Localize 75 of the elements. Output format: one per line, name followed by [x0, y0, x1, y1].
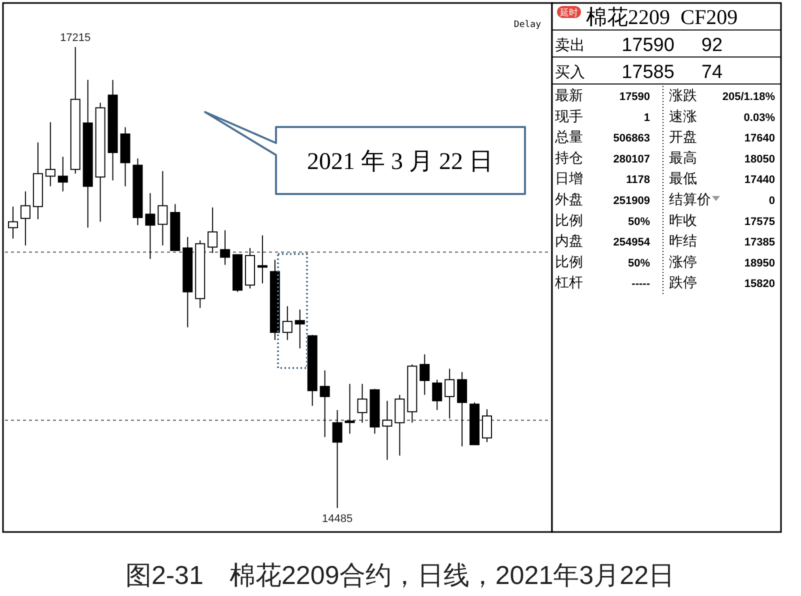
candlestick — [158, 170, 168, 246]
text: 买入 — [555, 64, 585, 81]
text: 205/1.18% — [722, 91, 776, 103]
text: 比例 — [555, 212, 583, 228]
candlestick — [332, 410, 342, 508]
text: 18050 — [744, 153, 775, 166]
text: 17590 — [619, 91, 650, 103]
candlestick — [382, 400, 392, 460]
candlestick — [20, 190, 30, 246]
text: 昨结 — [669, 232, 697, 249]
text: 17385 — [744, 236, 775, 249]
text: 涨跌 — [669, 87, 697, 103]
candlestick — [344, 383, 355, 434]
text: 74 — [701, 62, 723, 83]
text: 跌停 — [669, 274, 697, 290]
candlestick — [220, 230, 230, 266]
text: 结算价 — [669, 191, 711, 207]
text: 50% — [628, 216, 650, 228]
text: 现手 — [555, 108, 583, 124]
text: 254954 — [613, 236, 651, 249]
candlestick — [320, 370, 330, 438]
candlestick — [282, 306, 292, 340]
text: 0.03% — [744, 112, 776, 124]
text: 持仓 — [555, 149, 583, 166]
text: ----- — [632, 278, 650, 290]
candlestick — [420, 354, 430, 396]
candlestick — [45, 122, 56, 187]
candlestick — [8, 206, 18, 240]
text: 日增 — [555, 170, 583, 186]
text: 92 — [701, 35, 723, 56]
text: 17585 — [622, 62, 674, 83]
text: 280107 — [613, 153, 650, 166]
text: 总量 — [554, 128, 583, 145]
text: 17590 — [622, 35, 674, 56]
candlestick — [145, 192, 156, 260]
candlestick — [208, 206, 218, 254]
text: 0 — [768, 195, 775, 207]
text: Delay — [514, 20, 542, 30]
text: 速涨 — [669, 108, 697, 124]
annotation: 14485 — [322, 513, 353, 525]
candlestick — [482, 408, 492, 443]
candlestick — [294, 309, 305, 349]
text: 昨收 — [669, 212, 697, 228]
candlestick — [357, 383, 368, 424]
text: 506863 — [613, 132, 650, 145]
text: 18950 — [744, 257, 775, 270]
text: 图2-31 棉花2209合约，日线，2021年3月22日 — [125, 560, 675, 590]
candlestick — [432, 379, 442, 411]
text: 最高 — [669, 149, 697, 166]
text: 15820 — [744, 278, 775, 290]
text: 杠杆 — [554, 274, 583, 290]
candlestick — [394, 394, 405, 456]
text: 延时 — [559, 8, 578, 18]
candlestick — [257, 234, 268, 284]
candlestick — [457, 372, 468, 447]
text: 最低 — [669, 170, 697, 186]
text: 251909 — [613, 195, 650, 207]
text: 外盘 — [555, 191, 583, 207]
text: 内盘 — [555, 232, 583, 249]
candlestick — [58, 156, 68, 192]
text: 50% — [628, 257, 650, 270]
text: 开盘 — [669, 128, 697, 145]
text: 比例 — [555, 253, 583, 270]
annotation: 2021 年 3 月 22 日 — [307, 149, 493, 175]
text: 涨停 — [669, 253, 697, 270]
text: 17640 — [744, 132, 775, 145]
annotation: 17215 — [60, 32, 91, 44]
candlestick — [444, 368, 455, 419]
text: 1178 — [626, 174, 650, 186]
text: 17440 — [744, 174, 775, 186]
text: 17575 — [744, 216, 775, 228]
text: 棉花2209 CF209 — [586, 5, 738, 29]
text: 1 — [644, 112, 650, 124]
text: 卖出 — [555, 37, 585, 54]
text: 最新 — [555, 87, 583, 103]
